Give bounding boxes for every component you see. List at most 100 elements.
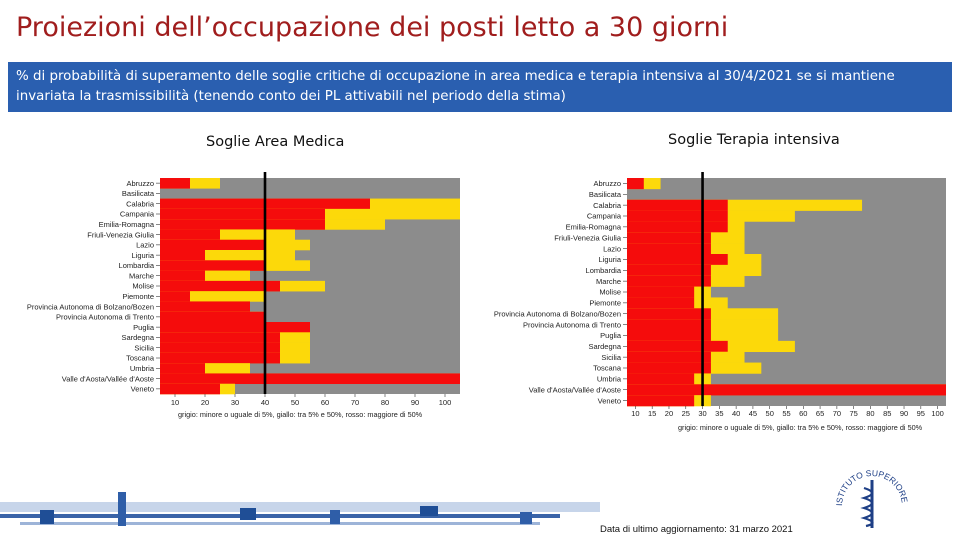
cell-yellow xyxy=(160,208,460,220)
region-label: Liguria xyxy=(598,255,621,264)
cell-yellow xyxy=(627,362,762,374)
cell-red xyxy=(160,291,190,302)
region-label: Toscana xyxy=(126,354,155,363)
cell-red xyxy=(160,373,460,385)
cell-red xyxy=(627,373,695,385)
region-label: Provincia Autonoma di Bolzano/Bozen xyxy=(27,302,154,311)
region-label: Calabria xyxy=(593,201,622,210)
x-tick-label: 50 xyxy=(291,398,299,407)
cell-yellow xyxy=(160,352,310,364)
description-banner: % di probabilità di superamento delle so… xyxy=(8,62,952,112)
cell-yellow xyxy=(627,232,745,244)
x-tick-label: 20 xyxy=(665,409,673,418)
region-label: Abruzzo xyxy=(126,179,154,188)
cell-red xyxy=(627,340,728,353)
cell-red xyxy=(160,383,220,395)
cell-red xyxy=(627,243,711,255)
deco-band xyxy=(0,514,560,518)
cell-red xyxy=(627,210,728,222)
iss-logo: ISTITUTO SUPERIORE DI SANITÀ xyxy=(832,462,910,528)
region-label: Piemonte xyxy=(589,299,621,308)
cell-yellow xyxy=(627,199,863,211)
chart-title-area-medica: Soglie Area Medica xyxy=(206,134,345,150)
region-label: Liguria xyxy=(131,251,154,260)
cell-red xyxy=(627,319,711,331)
plot-background xyxy=(627,178,946,406)
deco-block xyxy=(520,512,532,524)
x-tick-label: 10 xyxy=(631,409,639,418)
region-label: Sicilia xyxy=(601,353,621,362)
cell-red xyxy=(160,229,220,241)
cell-red xyxy=(627,178,644,190)
cell-yellow xyxy=(160,311,265,323)
cell-yellow xyxy=(160,291,265,302)
deco-band xyxy=(0,502,600,512)
cell-yellow xyxy=(627,319,779,331)
decorative-footer-graphic xyxy=(0,492,600,526)
region-label: Veneto xyxy=(598,396,621,405)
x-tick-label: 55 xyxy=(782,409,790,418)
region-label: Friuli-Venezia Giulia xyxy=(87,230,155,239)
x-tick-label: 30 xyxy=(698,409,706,418)
region-label: Campania xyxy=(587,212,622,221)
region-label: Lazio xyxy=(136,241,154,250)
cell-red xyxy=(160,301,250,313)
x-tick-label: 100 xyxy=(439,398,452,407)
deco-block xyxy=(40,510,54,524)
x-tick-label: 85 xyxy=(883,409,891,418)
plot-background xyxy=(160,178,460,394)
chart-legend: grigio: minore o uguale di 5%, giallo: t… xyxy=(178,410,423,419)
x-tick-label: 45 xyxy=(749,409,757,418)
cell-red xyxy=(627,286,695,298)
cell-yellow xyxy=(160,322,310,333)
cell-red xyxy=(627,351,711,363)
cell-red xyxy=(160,219,325,230)
cell-yellow xyxy=(627,395,711,407)
region-label: Emilia-Romagna xyxy=(566,223,622,232)
cell-yellow xyxy=(160,301,250,313)
deco-band xyxy=(20,522,540,525)
cell-yellow xyxy=(627,308,779,320)
deco-block xyxy=(330,510,340,524)
x-tick-label: 50 xyxy=(766,409,774,418)
region-label: Lazio xyxy=(603,244,621,253)
x-tick-label: 30 xyxy=(231,398,239,407)
cell-red xyxy=(160,270,205,282)
x-tick-label: 40 xyxy=(732,409,740,418)
x-tick-label: 75 xyxy=(849,409,857,418)
cell-yellow xyxy=(160,239,310,251)
region-label: Marche xyxy=(129,271,154,280)
region-label: Puglia xyxy=(600,331,622,340)
region-label: Puglia xyxy=(133,323,155,332)
x-tick-label: 60 xyxy=(321,398,329,407)
cell-red xyxy=(160,352,280,364)
region-label: Lombardia xyxy=(586,266,622,275)
cell-yellow xyxy=(627,373,711,385)
cell-yellow xyxy=(627,340,795,353)
cell-red xyxy=(160,239,265,251)
x-tick-label: 80 xyxy=(381,398,389,407)
cell-red xyxy=(627,395,695,407)
chart-2-group: Abruzzo Basilicata Calabria Campania Emilia-… xyxy=(494,172,946,432)
cell-yellow xyxy=(627,264,762,277)
x-tick-label: 10 xyxy=(171,398,179,407)
cell-yellow xyxy=(160,178,220,189)
region-label: Sardegna xyxy=(121,333,154,342)
cell-red xyxy=(627,199,728,211)
deco-block xyxy=(118,492,126,526)
x-tick-label: 100 xyxy=(931,409,944,418)
cell-red xyxy=(160,178,190,189)
x-tick-label: 90 xyxy=(900,409,908,418)
cell-yellow xyxy=(627,351,745,363)
cell-yellow xyxy=(627,221,745,233)
cell-red xyxy=(627,275,711,287)
region-label: Umbria xyxy=(130,364,155,373)
region-label: Abruzzo xyxy=(593,179,621,188)
region-label: Sardegna xyxy=(588,342,621,351)
page-title: Proiezioni dell’occupazione dei posti le… xyxy=(16,12,729,43)
region-label: Basilicata xyxy=(122,189,155,198)
region-label: Toscana xyxy=(593,364,622,373)
x-tick-label: 65 xyxy=(816,409,824,418)
cell-red xyxy=(627,330,711,342)
